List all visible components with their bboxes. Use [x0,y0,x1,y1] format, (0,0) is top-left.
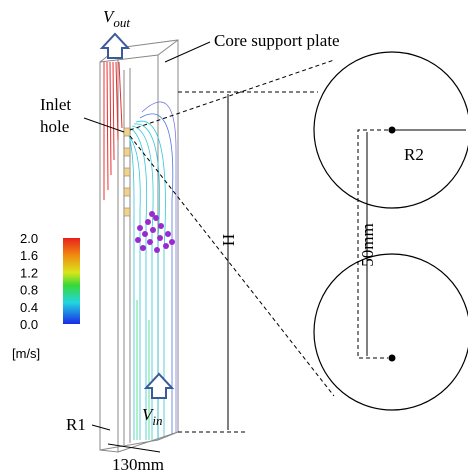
zoom-line [129,135,335,397]
leader-line [83,117,125,133]
hole-center [388,354,396,362]
core-plate-label: Core support plate [214,31,340,50]
v-out-label: Vout [103,7,130,30]
inlet-label: Inlet [40,95,71,114]
colorbar-tick: 1.6 [20,248,38,263]
colorbar-tick: 0.8 [20,283,38,298]
colorbar [63,238,80,324]
r1-label: R1 [66,415,86,434]
r2-label: R2 [404,145,424,164]
inflow-arrow [143,372,175,399]
particles [135,211,175,253]
leader-line [91,424,111,431]
hole-circle [313,253,468,411]
v-in-label: Vin [142,405,163,428]
spacing-line [357,129,388,359]
zoom-line [129,59,335,131]
colorbar-tick: 0.0 [20,317,38,332]
inlet-holes [123,127,131,217]
v-symbol: V [142,405,155,424]
v-subscript: in [152,413,162,428]
colorbar-tick: 1.2 [20,265,38,280]
hole-center [388,126,396,134]
colorbar-tick: 0.4 [20,300,38,315]
v-subscript: out [113,15,130,30]
colorbar-ticks: 2.0 1.6 1.2 0.8 0.4 0.0 [20,231,38,332]
leader-line [164,41,211,63]
width-label: 130mm [112,455,164,474]
h-label: H [219,234,238,246]
outflow-arrow [99,32,131,59]
outlet-streamlines [103,61,123,200]
inlet-streamlines [127,101,177,440]
inlet-label: hole [40,117,69,136]
colorbar-unit: [m/s] [12,346,40,361]
colorbar-tick: 2.0 [20,231,38,246]
spacing-label: 50mm [358,223,377,266]
dim-line [107,443,161,453]
v-symbol: V [103,7,116,26]
